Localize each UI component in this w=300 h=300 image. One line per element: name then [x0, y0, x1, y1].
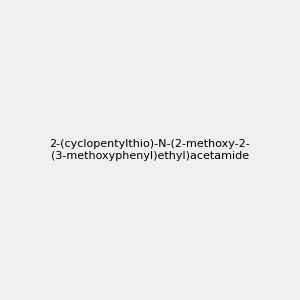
Text: 2-(cyclopentylthio)-N-(2-methoxy-2-
(3-methoxyphenyl)ethyl)acetamide: 2-(cyclopentylthio)-N-(2-methoxy-2- (3-m…: [50, 139, 250, 161]
